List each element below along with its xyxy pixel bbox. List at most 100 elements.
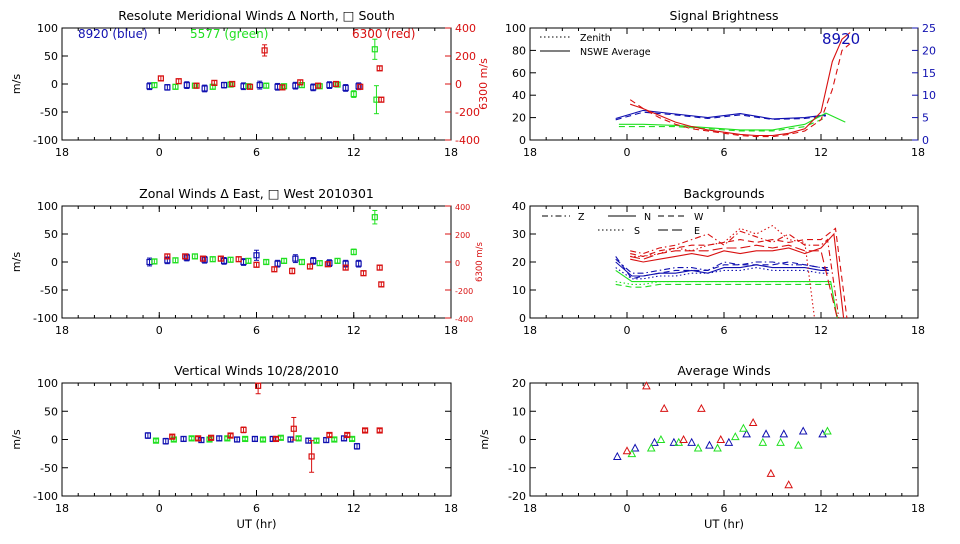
data-point (246, 83, 254, 90)
x-tick-label: 12 (814, 146, 828, 159)
y-tick-label: -50 (40, 462, 58, 475)
series-red (622, 381, 794, 489)
data-point (227, 432, 234, 439)
data-point (798, 426, 808, 435)
data-point (220, 82, 228, 89)
data-point (164, 84, 171, 91)
right-y-axis-label: 6300 m/s (475, 241, 485, 281)
data-point (172, 83, 179, 90)
x-tick-label: 12 (347, 324, 361, 337)
chart-title: Average Winds (677, 363, 770, 378)
plot-frame (61, 382, 452, 497)
series-line-green-solid (618, 112, 846, 131)
data-point (642, 381, 651, 390)
x-tick-label: 0 (624, 502, 631, 515)
data-point (193, 82, 200, 89)
data-point (326, 431, 333, 439)
data-point (269, 435, 276, 443)
data-point (229, 80, 236, 88)
data-point (263, 258, 270, 266)
y-tick-label: 10 (512, 405, 526, 418)
data-point (340, 435, 348, 442)
data-point (331, 436, 338, 443)
plot-frame (61, 27, 452, 141)
right-y-tick-label: -400 (455, 134, 480, 147)
legend-label: S (634, 226, 640, 237)
series-green (151, 38, 380, 115)
data-point (292, 82, 299, 89)
data-point (376, 65, 383, 72)
y-tick-label: -50 (40, 284, 58, 297)
right-y-axis-label: 6300 m/s (477, 58, 490, 110)
data-point (310, 257, 317, 264)
data-point (259, 436, 267, 443)
data-point (687, 437, 697, 446)
data-point (201, 256, 208, 263)
data-point (794, 440, 803, 449)
data-point (195, 435, 202, 442)
data-point (216, 435, 223, 442)
x-tick-label: 18 (55, 502, 69, 515)
data-point (151, 82, 158, 89)
x-tick-label: 12 (814, 324, 828, 337)
data-point (326, 260, 333, 267)
data-point (371, 214, 378, 221)
x-tick-label: 6 (721, 502, 728, 515)
y-tick-label: 30 (512, 228, 526, 241)
data-point (162, 438, 169, 445)
series-blue (144, 432, 361, 450)
data-point (679, 434, 688, 443)
chart-title: Backgrounds (683, 186, 764, 201)
data-point (724, 437, 734, 446)
y-axis-label: m/s (10, 74, 23, 94)
x-tick-label: 18 (55, 146, 69, 159)
data-point (180, 435, 187, 443)
y-tick-label: 50 (44, 228, 58, 241)
data-point (316, 260, 323, 267)
right-y-tick-label: -200 (455, 106, 480, 119)
legend-blue: 8920 (blue) (78, 27, 148, 41)
legend-label: Zenith (580, 33, 611, 44)
right-y-tick-label: 10 (922, 89, 936, 102)
data-point (646, 443, 656, 452)
data-point (353, 443, 361, 450)
y-tick-label: 0 (51, 256, 58, 269)
series-line-blue-dashdot (615, 258, 830, 274)
right-y-tick-label: -400 (455, 315, 473, 324)
data-point (378, 281, 385, 288)
x-tick-label: 18 (911, 502, 925, 515)
series-line-red-longdash (630, 244, 838, 319)
data-point (323, 436, 330, 444)
x-tick-label: 18 (911, 324, 925, 337)
data-point (201, 85, 208, 92)
y-tick-label: 100 (505, 22, 526, 35)
series-line-red-dashed (629, 43, 851, 138)
data-point (376, 427, 383, 434)
data-point (360, 270, 367, 277)
data-point (245, 257, 252, 264)
data-point (233, 436, 241, 443)
y-tick-label: 100 (37, 22, 58, 35)
x-tick-label: 18 (55, 324, 69, 337)
data-point (183, 254, 190, 261)
right-y-tick-label: 25 (922, 22, 936, 35)
y-tick-label: 100 (37, 377, 58, 390)
legend-label: NSWE Average (580, 47, 651, 58)
data-point (350, 90, 357, 98)
y-tick-label: 50 (44, 50, 58, 63)
series-line-red-dashdot (630, 230, 840, 319)
data-point (742, 429, 751, 438)
data-point (776, 437, 785, 446)
x-tick-label: 12 (814, 502, 828, 515)
data-point (217, 255, 224, 262)
series-line-red-dashed (630, 227, 848, 319)
x-tick-label: 0 (156, 146, 163, 159)
y-tick-label: -100 (33, 490, 58, 503)
data-point (650, 437, 659, 446)
series-line-red-dotted (630, 224, 816, 319)
series-red (157, 44, 385, 103)
data-point (342, 264, 349, 271)
data-point (334, 257, 341, 264)
